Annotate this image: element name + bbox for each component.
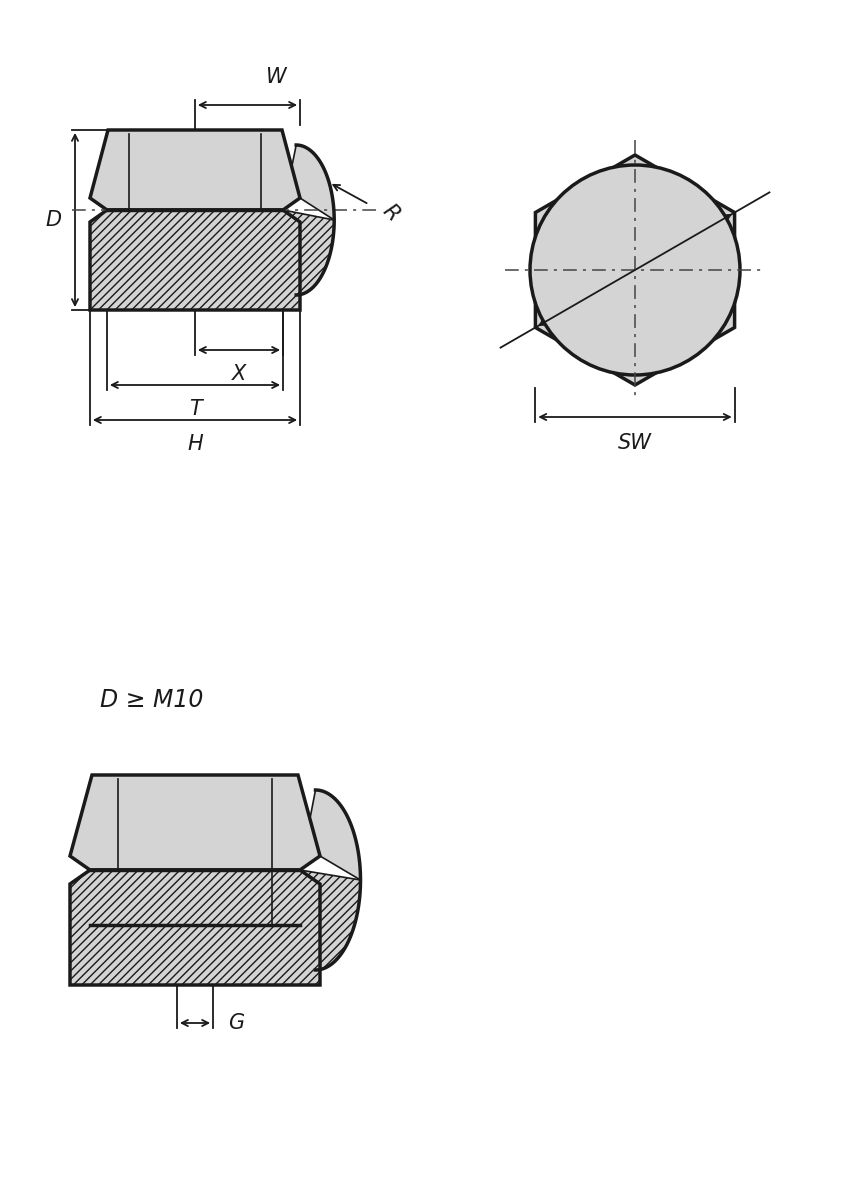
Polygon shape	[90, 210, 300, 310]
Text: G: G	[228, 1013, 244, 1033]
Polygon shape	[300, 870, 360, 985]
Text: X: X	[232, 364, 247, 384]
Polygon shape	[283, 145, 334, 220]
Text: R: R	[379, 200, 403, 224]
Polygon shape	[90, 130, 300, 210]
Polygon shape	[300, 790, 360, 880]
Text: T: T	[188, 398, 201, 419]
Text: H: H	[187, 434, 203, 454]
Polygon shape	[535, 155, 734, 385]
Polygon shape	[283, 210, 334, 310]
Polygon shape	[70, 870, 320, 985]
Text: D ≥ M10: D ≥ M10	[100, 688, 204, 712]
Text: E: E	[606, 250, 620, 270]
Circle shape	[530, 164, 740, 374]
Text: D: D	[46, 210, 62, 230]
Polygon shape	[70, 775, 320, 870]
Text: W: W	[265, 67, 286, 86]
Text: SW: SW	[618, 433, 652, 452]
